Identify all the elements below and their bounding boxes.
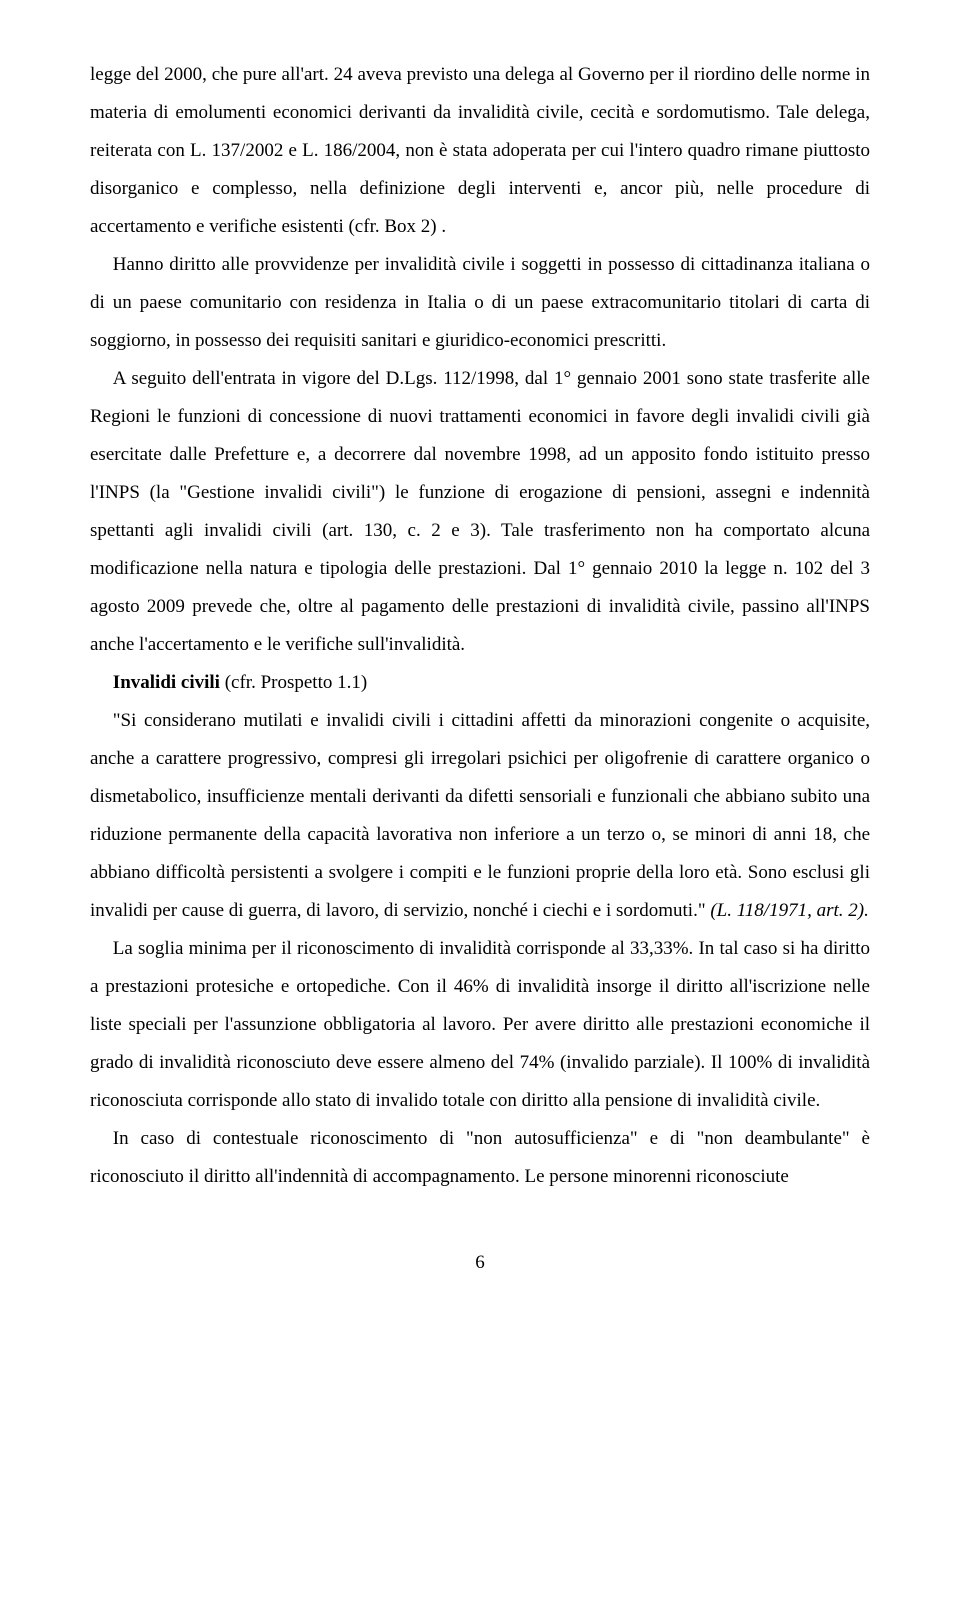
paragraph-5: "Si considerano mutilati e invalidi civi… xyxy=(90,702,870,930)
invalidi-civili-heading: Invalidi civili xyxy=(113,672,220,693)
paragraph-3: A seguito dell'entrata in vigore del D.L… xyxy=(90,360,870,664)
invalidi-civili-ref: (cfr. Prospetto 1.1) xyxy=(220,672,367,693)
page-number: 6 xyxy=(90,1244,870,1282)
paragraph-2: Hanno diritto alle provvidenze per inval… xyxy=(90,246,870,360)
paragraph-4-heading: Invalidi civili (cfr. Prospetto 1.1) xyxy=(90,664,870,702)
paragraph-1: legge del 2000, che pure all'art. 24 ave… xyxy=(90,56,870,246)
paragraph-6: La soglia minima per il riconoscimento d… xyxy=(90,930,870,1120)
quote-citation: (L. 118/1971, art. 2). xyxy=(710,900,869,921)
paragraph-7: In caso di contestuale riconoscimento di… xyxy=(90,1120,870,1196)
quote-body: "Si considerano mutilati e invalidi civi… xyxy=(90,710,870,921)
